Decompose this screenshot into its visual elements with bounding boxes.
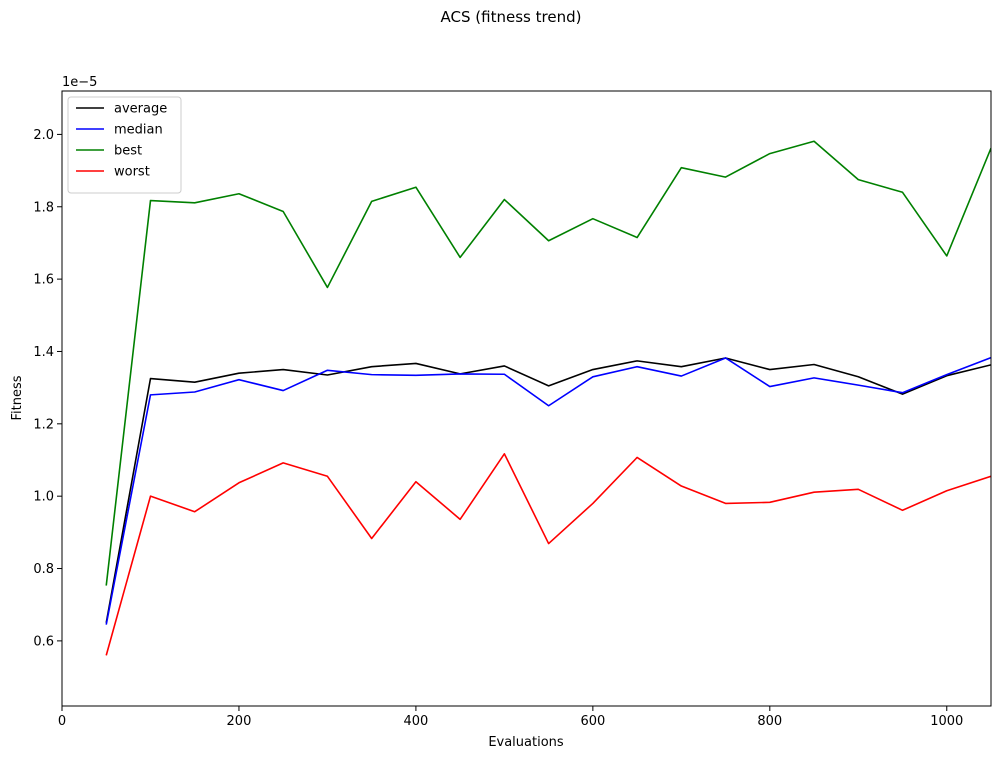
x-tick-label: 400 <box>403 714 428 729</box>
series-line-worst <box>105 453 991 656</box>
plot-frame <box>61 90 992 707</box>
x-tick-label: 1000 <box>930 714 963 729</box>
series-line-best <box>105 140 991 586</box>
legend: average median best worst <box>67 96 182 194</box>
legend-box <box>67 96 182 194</box>
legend-label-median: median <box>114 123 163 138</box>
x-tick-label: 0 <box>58 714 66 729</box>
legend-label-worst: worst <box>114 165 150 180</box>
y-tick-label: 2.0 <box>33 128 54 143</box>
series-line-median <box>105 356 991 625</box>
x-tick-label: 600 <box>580 714 605 729</box>
x-tick-label: 200 <box>227 714 252 729</box>
x-tick-label: 800 <box>757 714 782 729</box>
y-tick-label: 1.6 <box>33 273 54 288</box>
axes-layer: 0 200 400 600 800 1000 0.6 0.8 1.0 1.2 1.4 1.6 1.8 2.… <box>33 128 963 729</box>
x-axis-label: Evaluations <box>488 735 564 750</box>
y-tick-label: 1.8 <box>33 200 54 215</box>
chart-title: ACS (fitness trend) <box>441 8 582 26</box>
y-tick-label: 1.0 <box>33 490 54 505</box>
series-line-average <box>105 357 991 623</box>
y-axis-label: Fitness <box>10 375 25 420</box>
legend-label-best: best <box>114 144 142 159</box>
series-layer <box>105 140 991 656</box>
y-tick-label: 1.2 <box>33 417 54 432</box>
y-tick-label: 0.8 <box>33 562 54 577</box>
y-axis-offset-label: 1e−5 <box>62 75 97 90</box>
legend-label-average: average <box>114 102 167 117</box>
y-tick-label: 1.4 <box>33 345 54 360</box>
y-tick-label: 0.6 <box>33 634 54 649</box>
